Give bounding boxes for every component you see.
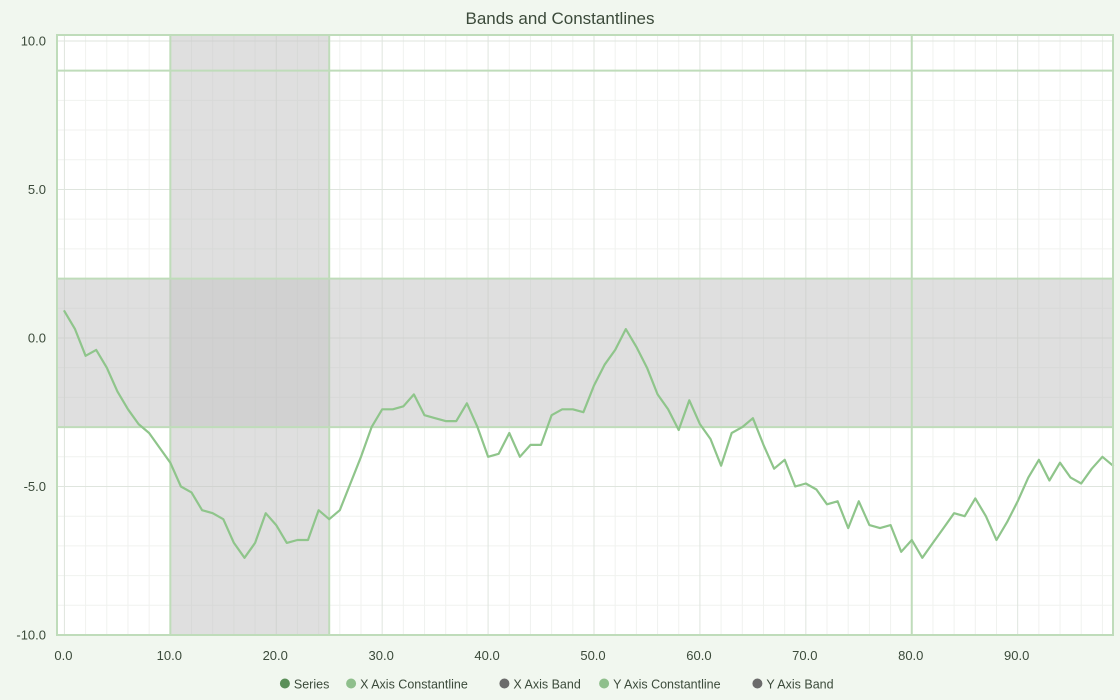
legend: Series X Axis Constantline X Axis Band Y Ax… (279, 677, 834, 691)
legend-marker (499, 678, 510, 689)
x-tick-label: 40.0 (474, 648, 499, 663)
plot-frame (56, 34, 1114, 636)
x-tick-label: 0.0 (54, 648, 72, 663)
y-axis-band (57, 278, 1113, 428)
legend-marker (346, 678, 357, 689)
legend-label: X Axis Constantline (360, 677, 468, 691)
chart-title: Bands and Constantlines (465, 9, 654, 28)
y-tick-label: 0.0 (28, 330, 46, 345)
x-tick-label: 10.0 (157, 648, 182, 663)
bands (57, 35, 1113, 635)
series-line (63, 310, 1115, 559)
x-tick-label: 80.0 (898, 648, 923, 663)
y-tick-label: -10.0 (16, 628, 46, 643)
y-tick-label: -5.0 (24, 479, 46, 494)
legend-label: Y Axis Constantline (613, 677, 721, 691)
y-axis: 10.0 5.0 0.0 -5.0 -10.0 (16, 33, 46, 642)
x-tick-label: 60.0 (686, 648, 711, 663)
x-tick-label: 30.0 (369, 648, 394, 663)
x-tick-label: 20.0 (263, 648, 288, 663)
legend-label: Series (294, 677, 329, 691)
legend-label: X Axis Band (513, 677, 580, 691)
x-tick-label: 70.0 (792, 648, 817, 663)
legend-label: Y Axis Band (766, 677, 833, 691)
constantlines (57, 35, 1113, 635)
x-axis: 0.0 10.0 20.0 30.0 40.0 50.0 60.0 70.0 80.0 90.0 (54, 648, 1029, 663)
legend-marker (752, 678, 763, 689)
legend-marker (599, 678, 610, 689)
legend-marker (279, 678, 290, 689)
y-tick-label: 10.0 (21, 33, 46, 48)
plot-border (56, 34, 1114, 636)
x-tick-label: 50.0 (580, 648, 605, 663)
y-tick-label: 5.0 (28, 182, 46, 197)
x-tick-label: 90.0 (1004, 648, 1029, 663)
